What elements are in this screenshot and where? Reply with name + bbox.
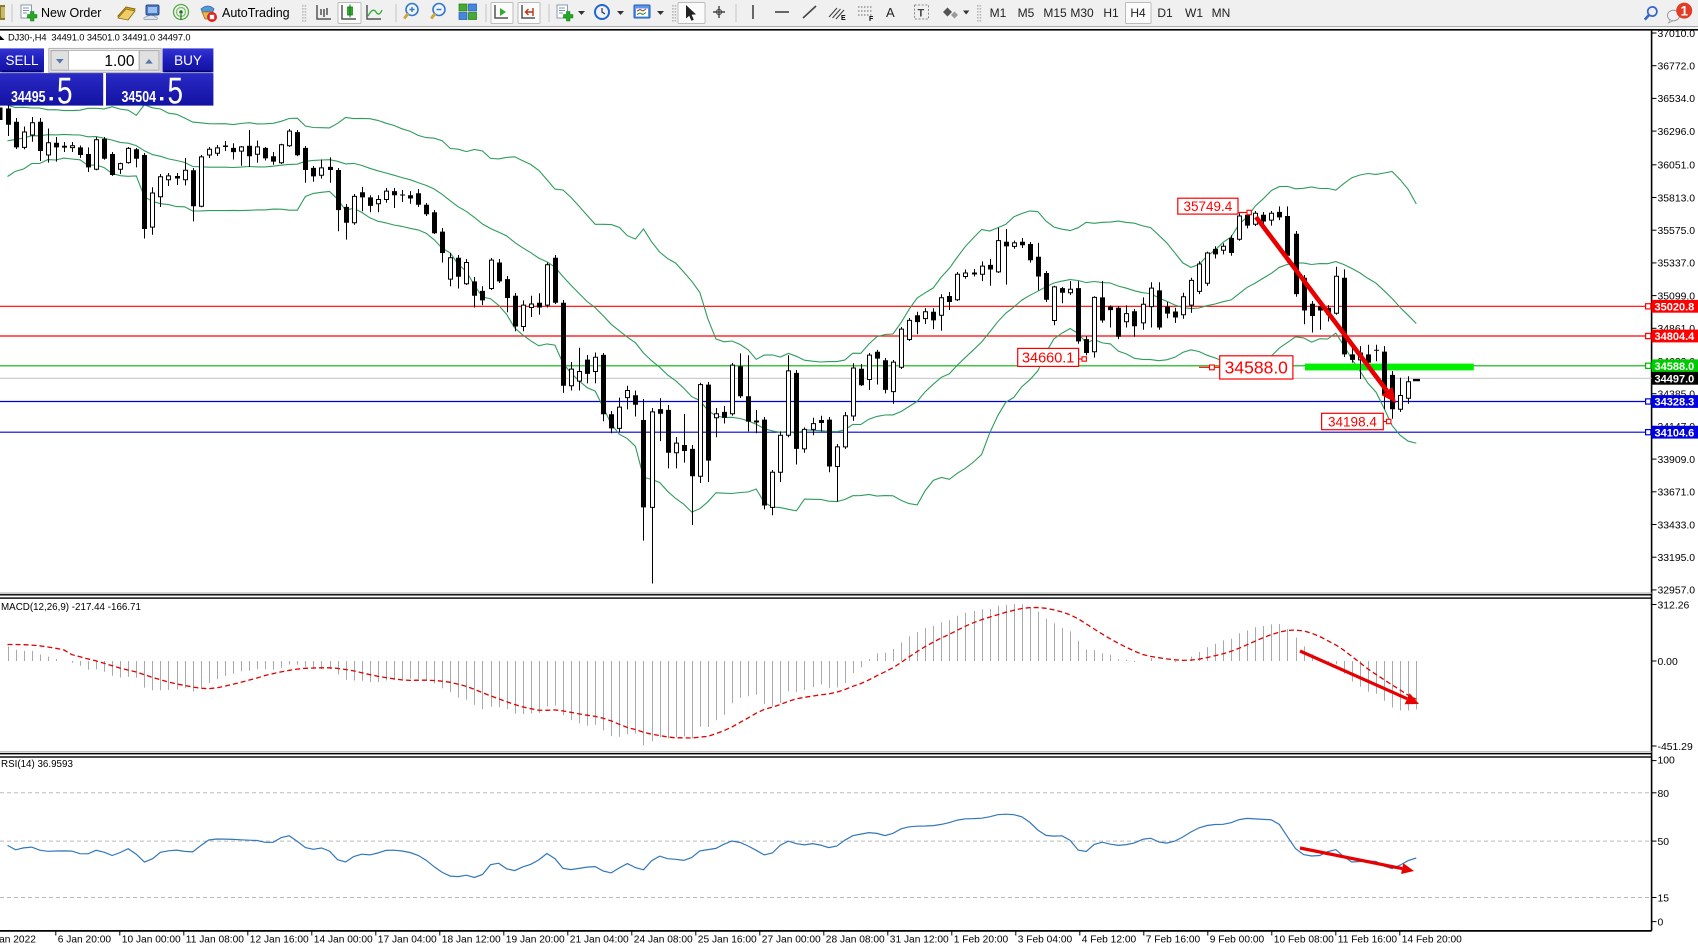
svg-text:9 Feb 00:00: 9 Feb 00:00 — [1210, 935, 1265, 946]
svg-text:34495: 34495 — [11, 89, 46, 106]
svg-text:31 Jan 12:00: 31 Jan 12:00 — [890, 935, 949, 946]
svg-text:1.00: 1.00 — [104, 53, 135, 70]
svg-text:T: T — [918, 8, 925, 20]
svg-text:1 Feb 20:00: 1 Feb 20:00 — [954, 935, 1009, 946]
svg-text:36051.0: 36051.0 — [1658, 161, 1696, 172]
svg-text:28 Jan 08:00: 28 Jan 08:00 — [826, 935, 885, 946]
svg-text:10 Jan 00:00: 10 Jan 00:00 — [122, 935, 181, 946]
svg-text:MACD(12,26,9) -217.44 -166.71: MACD(12,26,9) -217.44 -166.71 — [1, 602, 141, 613]
svg-text:E: E — [841, 15, 846, 22]
svg-text:0.00: 0.00 — [1658, 657, 1678, 668]
svg-text:12 Jan 16:00: 12 Jan 16:00 — [250, 935, 309, 946]
svg-text:19 Jan 20:00: 19 Jan 20:00 — [506, 935, 565, 946]
svg-text:M15: M15 — [1043, 6, 1067, 20]
svg-text:312.26: 312.26 — [1658, 600, 1690, 611]
svg-text:SELL: SELL — [5, 53, 39, 68]
svg-text:6 Jan 20:00: 6 Jan 20:00 — [58, 935, 112, 946]
svg-text:27 Jan 00:00: 27 Jan 00:00 — [762, 935, 821, 946]
svg-text:18 Jan 12:00: 18 Jan 12:00 — [442, 935, 501, 946]
svg-text:1: 1 — [1680, 3, 1688, 18]
svg-text:-451.29: -451.29 — [1658, 742, 1693, 753]
svg-text:M5: M5 — [1018, 6, 1035, 20]
svg-text:21 Jan 04:00: 21 Jan 04:00 — [570, 935, 629, 946]
svg-text:34804.4: 34804.4 — [1655, 331, 1696, 343]
svg-text:33195.0: 33195.0 — [1658, 553, 1696, 564]
svg-text:M1: M1 — [990, 6, 1007, 20]
svg-text:35749.4: 35749.4 — [1183, 199, 1232, 214]
svg-text:11 Jan 08:00: 11 Jan 08:00 — [186, 935, 244, 946]
svg-text:3 Feb 04:00: 3 Feb 04:00 — [1018, 935, 1073, 946]
svg-text:35813.0: 35813.0 — [1658, 193, 1696, 204]
svg-text:A: A — [886, 5, 895, 20]
svg-text:10 Feb 08:00: 10 Feb 08:00 — [1274, 935, 1334, 946]
svg-text:4 Feb 12:00: 4 Feb 12:00 — [1082, 935, 1137, 946]
svg-text:36296.0: 36296.0 — [1658, 127, 1696, 138]
svg-text:New Order: New Order — [41, 6, 101, 20]
svg-text:100: 100 — [1658, 756, 1676, 767]
svg-text:34198.4: 34198.4 — [1328, 414, 1377, 429]
svg-text:33671.0: 33671.0 — [1658, 488, 1696, 499]
svg-text:33433.0: 33433.0 — [1658, 520, 1696, 531]
svg-text:14 Feb 20:00: 14 Feb 20:00 — [1402, 935, 1462, 946]
svg-text:5: 5 — [57, 71, 73, 112]
svg-text:H1: H1 — [1103, 6, 1119, 20]
svg-text:36772.0: 36772.0 — [1658, 62, 1696, 73]
svg-text:D1: D1 — [1157, 6, 1173, 20]
svg-text:15: 15 — [1658, 893, 1670, 904]
svg-text:34660.1: 34660.1 — [1022, 351, 1074, 367]
svg-text:34504: 34504 — [122, 89, 157, 106]
svg-text:M30: M30 — [1070, 6, 1094, 20]
svg-text:AutoTrading: AutoTrading — [222, 6, 290, 20]
svg-text:5: 5 — [168, 71, 184, 112]
svg-text:DJ30-,H4 34491.0 34501.0 3449: DJ30-,H4 34491.0 34501.0 34491.0 34497.0 — [8, 33, 191, 43]
svg-text:34588.0: 34588.0 — [1655, 361, 1695, 373]
svg-text:32957.0: 32957.0 — [1658, 586, 1696, 597]
svg-text:35337.0: 35337.0 — [1658, 259, 1696, 270]
svg-text:BUY: BUY — [174, 53, 202, 68]
svg-text:14 Jan 00:00: 14 Jan 00:00 — [314, 935, 373, 946]
svg-text:33909.0: 33909.0 — [1658, 455, 1696, 466]
svg-text:35099.0: 35099.0 — [1658, 291, 1696, 302]
svg-text:25 Jan 16:00: 25 Jan 16:00 — [698, 935, 757, 946]
svg-text:35575.0: 35575.0 — [1658, 226, 1696, 237]
svg-text:34104.6: 34104.6 — [1655, 427, 1695, 439]
svg-text:34588.0: 34588.0 — [1225, 358, 1289, 378]
svg-text:11 Feb 16:00: 11 Feb 16:00 — [1338, 935, 1398, 946]
svg-text:RSI(14) 36.9593: RSI(14) 36.9593 — [1, 759, 73, 770]
svg-text:17 Jan 04:00: 17 Jan 04:00 — [378, 935, 437, 946]
svg-text:Jan 2022: Jan 2022 — [0, 935, 36, 946]
svg-text:24 Jan 08:00: 24 Jan 08:00 — [634, 935, 693, 946]
svg-text:MN: MN — [1212, 6, 1231, 20]
svg-text:F: F — [869, 16, 874, 23]
svg-text:34497.0: 34497.0 — [1655, 373, 1695, 385]
svg-text:80: 80 — [1658, 789, 1670, 800]
svg-text:0: 0 — [1658, 918, 1664, 929]
svg-text:34385.0: 34385.0 — [1658, 390, 1696, 401]
svg-text:H4: H4 — [1130, 6, 1146, 20]
svg-text:W1: W1 — [1185, 6, 1203, 20]
svg-text:35020.8: 35020.8 — [1655, 301, 1695, 313]
svg-text:7 Feb 16:00: 7 Feb 16:00 — [1146, 935, 1201, 946]
svg-text:50: 50 — [1658, 837, 1670, 848]
svg-text:37010.0: 37010.0 — [1658, 29, 1696, 40]
svg-text:34328.3: 34328.3 — [1655, 397, 1695, 409]
svg-text:36534.0: 36534.0 — [1658, 94, 1696, 105]
